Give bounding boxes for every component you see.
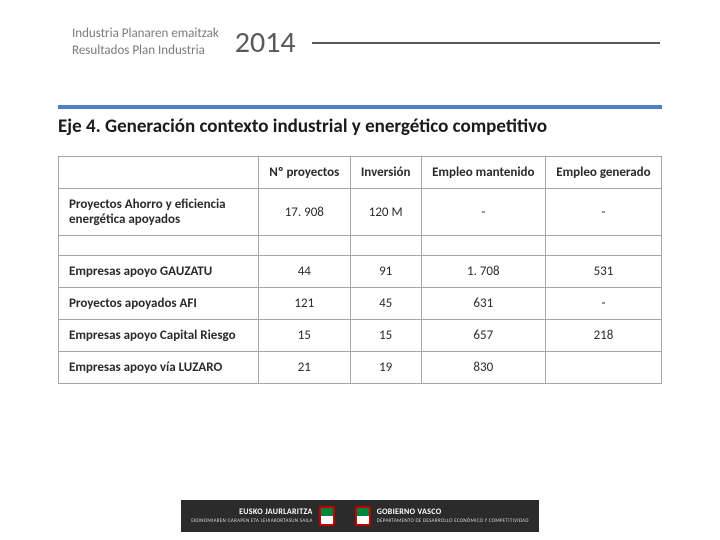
footer-right-sub: DEPARTAMENTO DE DESARROLLO ECONÓMICO Y C… <box>377 519 529 525</box>
table-row: Empresas apoyo GAUZATU 44 91 1. 708 531 <box>59 256 662 288</box>
header-divider-line <box>312 42 660 44</box>
cell: 44 <box>259 256 351 288</box>
footer-logos: EUSKO JAURLARITZA EKONOMIAREN GARAPEN ET… <box>181 500 538 532</box>
footer-left-sub: EKONOMIAREN GARAPEN ETA LEHIAKORTASUN SA… <box>191 519 312 525</box>
spacer-row <box>59 236 662 256</box>
cell: 531 <box>545 256 661 288</box>
cell: 15 <box>350 320 421 352</box>
page-header: Industria Planaren emaitzak Resultados P… <box>0 0 720 61</box>
col-header: Empleo generado <box>545 157 661 189</box>
header-line2: Resultados Plan Industria <box>72 43 219 60</box>
spacer-cell <box>350 236 421 256</box>
cell: - <box>421 189 545 236</box>
table-row: Empresas apoyo Capital Riesgo 15 15 657 … <box>59 320 662 352</box>
header-year: 2014 <box>235 24 296 61</box>
cell: 121 <box>259 288 351 320</box>
footer-right-box: GOBIERNO VASCO DEPARTAMENTO DE DESARROLL… <box>345 500 539 532</box>
col-header: Inversión <box>350 157 421 189</box>
row-label: Empresas apoyo vía LUZARO <box>59 352 259 384</box>
cell: - <box>545 189 661 236</box>
data-table: Nº proyectos Inversión Empleo mantenido … <box>58 156 662 384</box>
table-row: Proyectos apoyados AFI 121 45 631 - <box>59 288 662 320</box>
basque-shield-icon <box>355 506 371 526</box>
cell: 657 <box>421 320 545 352</box>
cell: 830 <box>421 352 545 384</box>
cell: 19 <box>350 352 421 384</box>
cell: 15 <box>259 320 351 352</box>
row-label: Empresas apoyo Capital Riesgo <box>59 320 259 352</box>
header-subtitle: Industria Planaren emaitzak Resultados P… <box>72 26 219 60</box>
table-header-row: Nº proyectos Inversión Empleo mantenido … <box>59 157 662 189</box>
footer: EUSKO JAURLARITZA EKONOMIAREN GARAPEN ET… <box>0 500 720 532</box>
cell: 120 M <box>350 189 421 236</box>
col-header: Empleo mantenido <box>421 157 545 189</box>
footer-right-title: GOBIERNO VASCO <box>377 507 529 517</box>
footer-left-box: EUSKO JAURLARITZA EKONOMIAREN GARAPEN ET… <box>181 500 344 532</box>
header-line1: Industria Planaren emaitzak <box>72 26 219 43</box>
row-label: Empresas apoyo GAUZATU <box>59 256 259 288</box>
title-accent-bar <box>58 105 662 109</box>
row-label: Proyectos Ahorro y eficiencia energética… <box>59 189 259 236</box>
spacer-cell <box>59 236 259 256</box>
table-row: Empresas apoyo vía LUZARO 21 19 830 <box>59 352 662 384</box>
table-row: Proyectos Ahorro y eficiencia energética… <box>59 189 662 236</box>
row-label: Proyectos apoyados AFI <box>59 288 259 320</box>
basque-shield-icon <box>319 506 335 526</box>
cell: 218 <box>545 320 661 352</box>
cell: 17. 908 <box>259 189 351 236</box>
cell: 631 <box>421 288 545 320</box>
cell: - <box>545 288 661 320</box>
cell: 91 <box>350 256 421 288</box>
spacer-cell <box>545 236 661 256</box>
col-header: Nº proyectos <box>259 157 351 189</box>
table-corner-cell <box>59 157 259 189</box>
spacer-cell <box>421 236 545 256</box>
cell: 1. 708 <box>421 256 545 288</box>
footer-left-title: EUSKO JAURLARITZA <box>191 507 312 517</box>
cell <box>545 352 661 384</box>
cell: 21 <box>259 352 351 384</box>
cell: 45 <box>350 288 421 320</box>
spacer-cell <box>259 236 351 256</box>
section-title: Eje 4. Generación contexto industrial y … <box>58 115 662 138</box>
